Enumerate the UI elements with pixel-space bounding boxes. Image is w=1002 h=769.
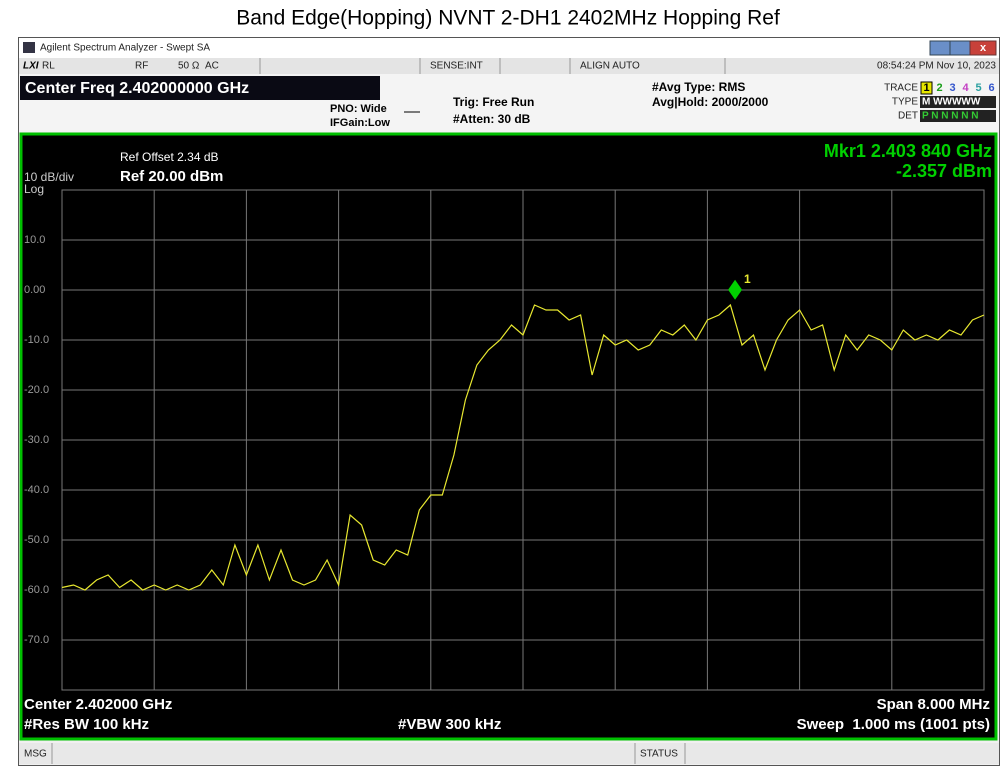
status-item: SENSE:INT	[430, 61, 483, 72]
y-tick-label: -30.0	[24, 434, 49, 446]
close-glyph: x	[980, 42, 987, 54]
status-item: 50 Ω	[178, 61, 200, 72]
y-tick-label: -20.0	[24, 384, 49, 396]
ref-level: Ref 20.00 dBm	[120, 168, 223, 185]
det-label: DET	[898, 111, 918, 122]
type-label: TYPE	[892, 97, 918, 108]
trace	[61, 303, 985, 591]
ref-offset: Ref Offset 2.34 dB	[120, 150, 219, 164]
trace-number: 2	[936, 82, 942, 94]
trace-number: 5	[975, 82, 981, 94]
y-tick-label: 10.0	[24, 234, 45, 246]
det-box	[920, 110, 996, 122]
title-bar	[19, 38, 999, 58]
center-freq: Center Freq 2.402000000 GHz	[25, 80, 249, 97]
trace-active-box	[920, 81, 933, 95]
marker-level: -2.357 dBm	[896, 161, 992, 181]
ifgain: IFGain:Low	[330, 117, 390, 129]
close-button[interactable]	[969, 40, 997, 56]
y-tick-label: -60.0	[24, 584, 49, 596]
type-box	[920, 96, 996, 108]
status-item: RF	[135, 61, 148, 72]
type-value: M WWWWW	[922, 97, 981, 108]
pno: PNO: Wide	[330, 103, 387, 115]
y-tick-label: -40.0	[24, 484, 49, 496]
status: STATUS	[640, 749, 678, 760]
status-item: RL	[42, 61, 55, 72]
y-tick-label: -50.0	[24, 534, 49, 546]
marker-label: 1	[744, 272, 751, 286]
minimize-button[interactable]	[929, 40, 951, 56]
det-value: P N N N N N	[922, 111, 979, 122]
atten: #Atten: 30 dB	[453, 112, 531, 126]
trace-number: 6	[988, 82, 994, 94]
maximize-button[interactable]	[949, 40, 971, 56]
marker-freq: Mkr1 2.403 840 GHz	[824, 141, 992, 161]
status-item: ALIGN AUTO	[580, 61, 640, 72]
center-freq-box	[20, 76, 380, 100]
app-icon	[23, 42, 35, 53]
trace-number: 4	[962, 82, 969, 94]
scale: 10 dB/div	[24, 170, 74, 184]
log-label: Log	[24, 182, 44, 196]
sweep: Sweep 1.000 ms (1001 pts)	[797, 716, 990, 733]
status-row	[19, 58, 999, 74]
avg-type: #Avg Type: RMS	[652, 80, 745, 94]
center: Center 2.402000 GHz	[24, 696, 172, 713]
trace-label: TRACE	[884, 83, 918, 94]
span: Span 8.000 MHz	[877, 696, 990, 713]
trace-number: 1	[923, 82, 929, 94]
graph-area	[19, 132, 998, 741]
y-tick-label: -10.0	[24, 334, 49, 346]
msg: MSG	[24, 749, 47, 760]
window-title: Agilent Spectrum Analyzer - Swept SA	[40, 43, 210, 54]
page-title: Band Edge(Hopping) NVNT 2-DH1 2402MHz Ho…	[236, 7, 780, 30]
avg-hold: Avg|Hold: 2000/2000	[652, 95, 769, 109]
res-bw: #Res BW 100 kHz	[24, 716, 149, 733]
marker	[728, 279, 743, 300]
status-item: AC	[205, 61, 219, 72]
status-bar	[19, 743, 999, 764]
status-item: 08:54:24 PM Nov 10, 2023	[877, 61, 996, 72]
trace-number: 3	[949, 82, 955, 94]
trig: Trig: Free Run	[453, 95, 534, 109]
lxi-logo: LXI	[23, 61, 39, 72]
y-tick-label: -70.0	[24, 634, 49, 646]
vbw: #VBW 300 kHz	[398, 716, 501, 733]
y-tick-label: 0.00	[24, 284, 45, 296]
